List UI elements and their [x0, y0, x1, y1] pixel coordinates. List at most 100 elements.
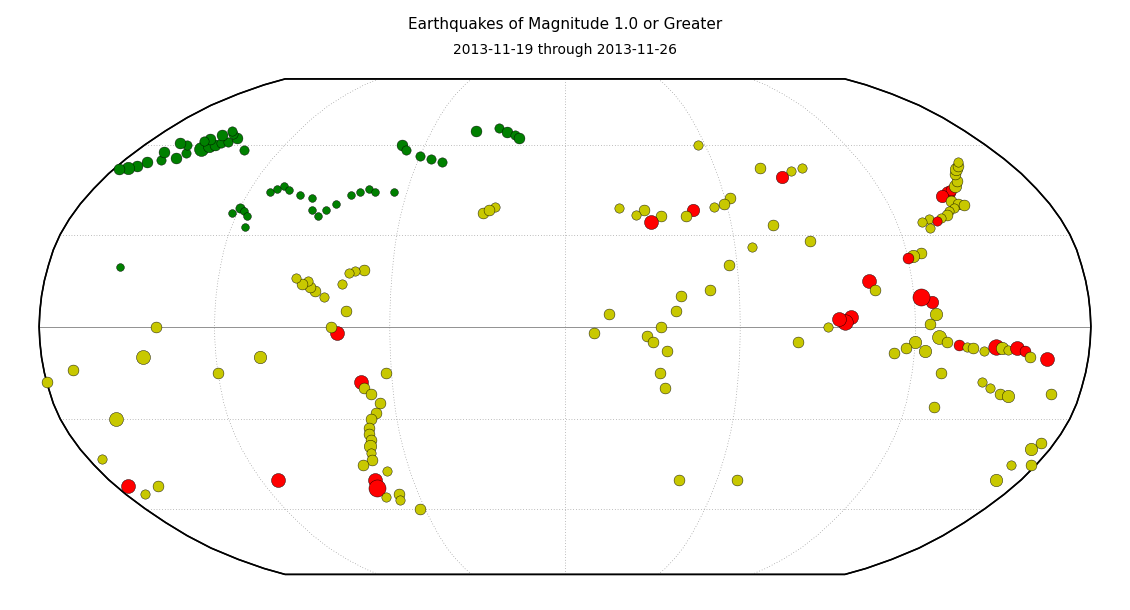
Point — [268, 184, 286, 193]
Point — [367, 408, 385, 418]
Point — [138, 157, 156, 167]
Point — [93, 454, 111, 464]
Point — [355, 460, 373, 470]
Point — [201, 134, 219, 144]
Point — [236, 222, 254, 232]
Point — [371, 398, 389, 408]
Point — [355, 265, 373, 274]
Point — [218, 137, 236, 147]
Point — [658, 346, 676, 356]
Point — [110, 164, 128, 174]
Point — [729, 475, 747, 484]
Point — [280, 185, 298, 195]
Point — [964, 343, 982, 353]
Point — [721, 193, 739, 203]
Point — [155, 147, 173, 157]
Point — [235, 207, 253, 217]
Point — [949, 199, 967, 209]
Point — [298, 276, 316, 285]
Point — [941, 196, 959, 206]
Point — [898, 253, 916, 262]
Point — [228, 133, 246, 143]
Point — [147, 322, 165, 332]
Point — [341, 190, 359, 199]
Point — [340, 268, 358, 278]
Point — [192, 144, 210, 154]
Point — [932, 213, 950, 223]
Point — [360, 423, 379, 433]
Point — [991, 389, 1009, 399]
Point — [107, 414, 125, 424]
Point — [350, 187, 368, 196]
Point — [986, 475, 1005, 484]
Point — [652, 322, 670, 332]
Point — [635, 205, 653, 215]
Point — [411, 151, 429, 161]
Point — [912, 248, 930, 258]
Point — [363, 414, 381, 424]
Point — [151, 156, 170, 165]
Point — [327, 199, 345, 209]
Point — [949, 157, 967, 167]
Point — [128, 162, 146, 171]
Point — [177, 148, 195, 158]
Point — [275, 181, 293, 190]
Point — [490, 123, 509, 133]
Point — [362, 436, 380, 445]
Point — [1022, 353, 1040, 362]
Point — [179, 140, 197, 149]
Point — [1032, 439, 1050, 448]
Point — [1008, 343, 1026, 353]
Point — [251, 353, 269, 362]
Point — [744, 242, 762, 252]
Text: Earthquakes of Magnitude 1.0 or Greater: Earthquakes of Magnitude 1.0 or Greater — [408, 16, 722, 32]
Point — [610, 204, 628, 213]
Point — [391, 495, 409, 505]
Point — [949, 162, 967, 171]
Point — [981, 383, 999, 393]
Point — [367, 484, 385, 493]
Point — [684, 205, 702, 215]
Point — [376, 368, 394, 378]
Point — [782, 166, 800, 176]
Point — [831, 314, 849, 324]
Point — [940, 207, 958, 217]
Point — [111, 262, 129, 271]
Point — [316, 205, 334, 215]
Point — [793, 163, 811, 173]
Point — [209, 368, 227, 378]
Point — [421, 154, 440, 164]
Point — [328, 328, 346, 338]
Point — [506, 130, 524, 140]
Polygon shape — [40, 79, 1090, 575]
Point — [362, 389, 380, 399]
Point — [657, 383, 675, 393]
Point — [715, 199, 733, 209]
Point — [923, 297, 941, 307]
Point — [1022, 460, 1040, 470]
Point — [149, 481, 167, 490]
Point — [999, 345, 1017, 354]
Point — [1002, 460, 1020, 470]
Point — [167, 152, 185, 162]
Point — [1042, 389, 1060, 399]
Point — [993, 343, 1011, 353]
Point — [627, 210, 645, 220]
Point — [301, 282, 319, 292]
Point — [600, 309, 618, 319]
Point — [642, 217, 660, 227]
Point — [214, 130, 232, 140]
Point — [292, 190, 310, 199]
Point — [929, 216, 947, 226]
Point — [235, 146, 253, 156]
Point — [119, 481, 137, 490]
Point — [945, 204, 963, 213]
Point — [306, 287, 324, 296]
Point — [927, 309, 945, 319]
Point — [988, 342, 1006, 351]
Point — [206, 140, 224, 149]
Point — [212, 138, 231, 148]
Point — [467, 126, 485, 136]
Point — [947, 164, 965, 174]
Point — [337, 306, 355, 316]
